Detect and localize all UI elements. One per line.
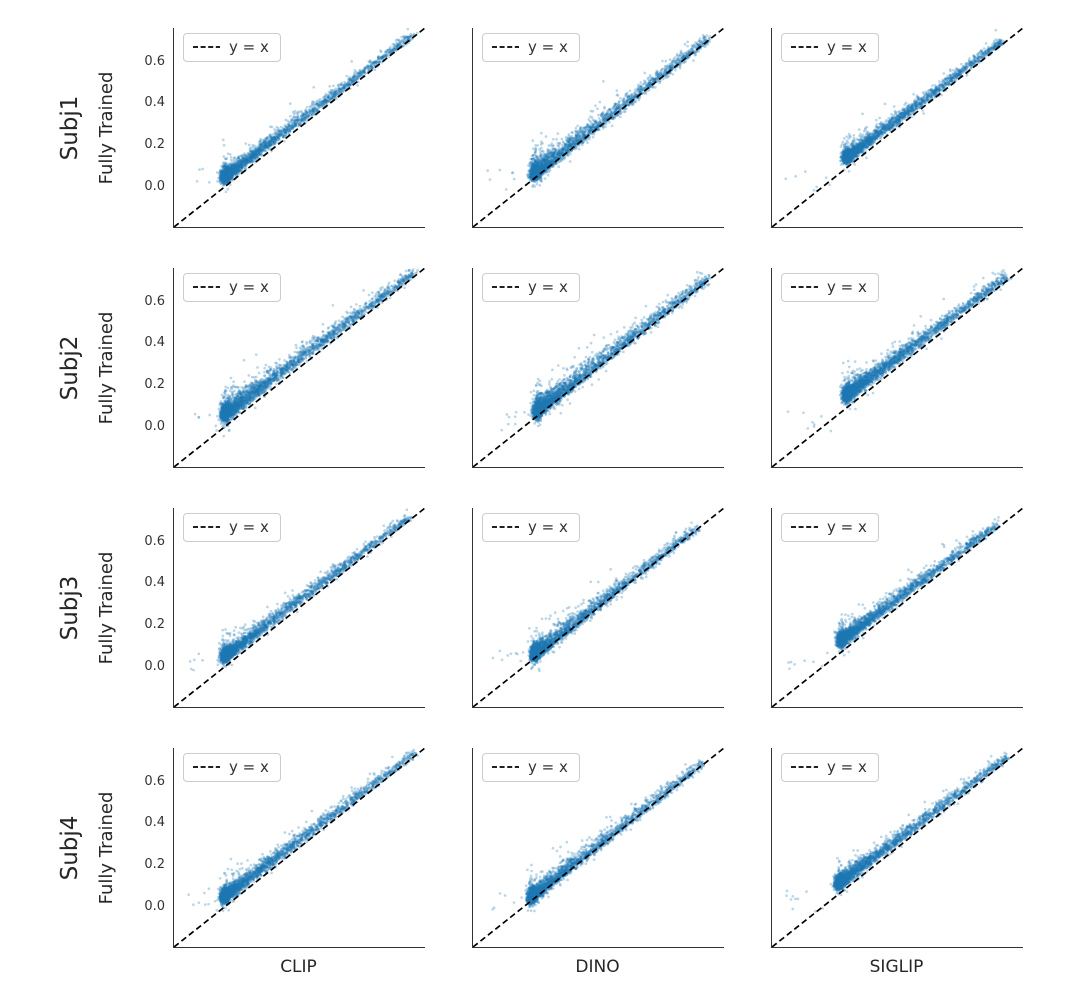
legend-label: y = x — [528, 278, 568, 296]
legend-box: y = x — [781, 753, 879, 782]
legend-label: y = x — [827, 758, 867, 776]
legend-label: y = x — [229, 38, 269, 56]
scatter-panel-subj3-clip: y = x — [173, 508, 425, 708]
row-label-subj2: Subj2 — [57, 335, 83, 400]
y-axis-label-subj3: Fully Trained — [96, 551, 117, 664]
ytick-label-0.4-subj2: 0.4 — [144, 335, 165, 351]
scatter-panel-subj4-dino: y = x — [472, 748, 724, 948]
scatter-panel-subj4-clip: y = x — [173, 748, 425, 948]
dashed-line-icon — [791, 759, 818, 776]
col-label-dino: DINO — [575, 957, 620, 977]
legend-box: y = x — [183, 273, 281, 302]
y-axis-label-subj1: Fully Trained — [96, 71, 117, 184]
legend-box: y = x — [482, 273, 580, 302]
ytick-label-0.6-subj3: 0.6 — [144, 533, 165, 549]
dashed-line-icon — [193, 519, 220, 536]
scatter-panel-subj1-siglip: y = x — [771, 28, 1023, 228]
dashed-line-icon — [492, 39, 519, 56]
legend-box: y = x — [482, 33, 580, 62]
legend-label: y = x — [528, 758, 568, 776]
legend-box: y = x — [183, 753, 281, 782]
ytick-label-0.4-subj4: 0.4 — [144, 815, 165, 831]
legend-label: y = x — [528, 518, 568, 536]
row-label-subj4: Subj4 — [57, 815, 83, 880]
ytick-label-0.0-subj3: 0.0 — [144, 659, 165, 675]
legend-label: y = x — [827, 278, 867, 296]
dashed-line-icon — [492, 759, 519, 776]
legend-box: y = x — [183, 33, 281, 62]
legend-label: y = x — [229, 518, 269, 536]
dashed-line-icon — [193, 759, 220, 776]
legend-box: y = x — [482, 513, 580, 542]
dashed-line-icon — [791, 519, 818, 536]
legend-label: y = x — [229, 758, 269, 776]
legend-box: y = x — [183, 513, 281, 542]
scatter-panel-subj4-siglip: y = x — [771, 748, 1023, 948]
legend-label: y = x — [528, 38, 568, 56]
y-axis-label-subj4: Fully Trained — [96, 791, 117, 904]
ytick-label-0.0-subj4: 0.0 — [144, 899, 165, 915]
row-label-subj3: Subj3 — [57, 575, 83, 640]
scatter-panel-subj3-dino: y = x — [472, 508, 724, 708]
ytick-label-0.6-subj4: 0.6 — [144, 773, 165, 789]
legend-box: y = x — [781, 273, 879, 302]
legend-box: y = x — [482, 753, 580, 782]
row-label-subj1: Subj1 — [57, 95, 83, 160]
ytick-label-0.6-subj1: 0.6 — [144, 53, 165, 69]
dashed-line-icon — [193, 39, 220, 56]
scatter-panel-subj2-siglip: y = x — [771, 268, 1023, 468]
legend-box: y = x — [781, 513, 879, 542]
col-label-siglip: SIGLIP — [869, 957, 924, 977]
ytick-label-0.2-subj3: 0.2 — [144, 617, 165, 633]
col-label-clip: CLIP — [280, 957, 317, 977]
y-axis-label-subj2: Fully Trained — [96, 311, 117, 424]
dashed-line-icon — [492, 279, 519, 296]
scatter-panel-subj1-clip: y = x — [173, 28, 425, 228]
legend-label: y = x — [827, 38, 867, 56]
scatter-panel-subj2-dino: y = x — [472, 268, 724, 468]
dashed-line-icon — [193, 279, 220, 296]
ytick-label-0.2-subj2: 0.2 — [144, 377, 165, 393]
dashed-line-icon — [791, 279, 818, 296]
dashed-line-icon — [492, 519, 519, 536]
dashed-line-icon — [791, 39, 818, 56]
ytick-label-0.2-subj4: 0.2 — [144, 857, 165, 873]
ytick-label-0.0-subj1: 0.0 — [144, 179, 165, 195]
legend-label: y = x — [827, 518, 867, 536]
ytick-label-0.6-subj2: 0.6 — [144, 293, 165, 309]
scatter-panel-subj2-clip: y = x — [173, 268, 425, 468]
ytick-label-0.4-subj3: 0.4 — [144, 575, 165, 591]
scatter-panel-subj3-siglip: y = x — [771, 508, 1023, 708]
legend-label: y = x — [229, 278, 269, 296]
scatter-panel-subj1-dino: y = x — [472, 28, 724, 228]
ytick-label-0.2-subj1: 0.2 — [144, 137, 165, 153]
legend-box: y = x — [781, 33, 879, 62]
ytick-label-0.0-subj2: 0.0 — [144, 419, 165, 435]
ytick-label-0.4-subj1: 0.4 — [144, 95, 165, 111]
